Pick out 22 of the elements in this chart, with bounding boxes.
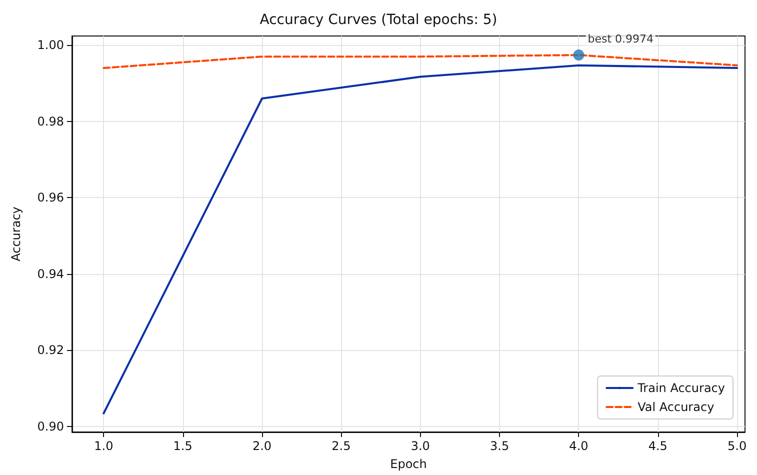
y-tick-label: 1.00 [37, 38, 64, 52]
y-tick-label: 0.96 [37, 190, 64, 205]
x-tick-label: 3.0 [410, 439, 430, 453]
y-axis-title: Accuracy [9, 206, 23, 262]
legend-label: Val Accuracy [638, 400, 714, 414]
x-tick-label: 3.5 [490, 439, 510, 453]
x-tick-label: 1.0 [94, 439, 114, 453]
x-tick-label: 2.0 [252, 439, 272, 453]
legend-label: Train Accuracy [636, 381, 726, 395]
x-axis-title: Epoch [390, 457, 427, 471]
x-tick-label: 4.0 [569, 439, 588, 453]
y-tick-label: 0.92 [37, 343, 64, 358]
annotation: best 0.9974 [588, 32, 654, 46]
x-tick-label: 4.5 [648, 439, 668, 453]
x-tick-label: 1.5 [173, 439, 192, 453]
y-tick-label: 0.98 [37, 114, 64, 128]
y-tick-label: 0.90 [37, 419, 64, 434]
y-tick-label: 0.94 [37, 266, 64, 281]
chart-title: Accuracy Curves (Total epochs: 5) [260, 12, 498, 28]
x-tick-label: 2.5 [332, 439, 351, 453]
line-series [102, 64, 738, 414]
x-tick-label: 5.0 [728, 439, 747, 453]
